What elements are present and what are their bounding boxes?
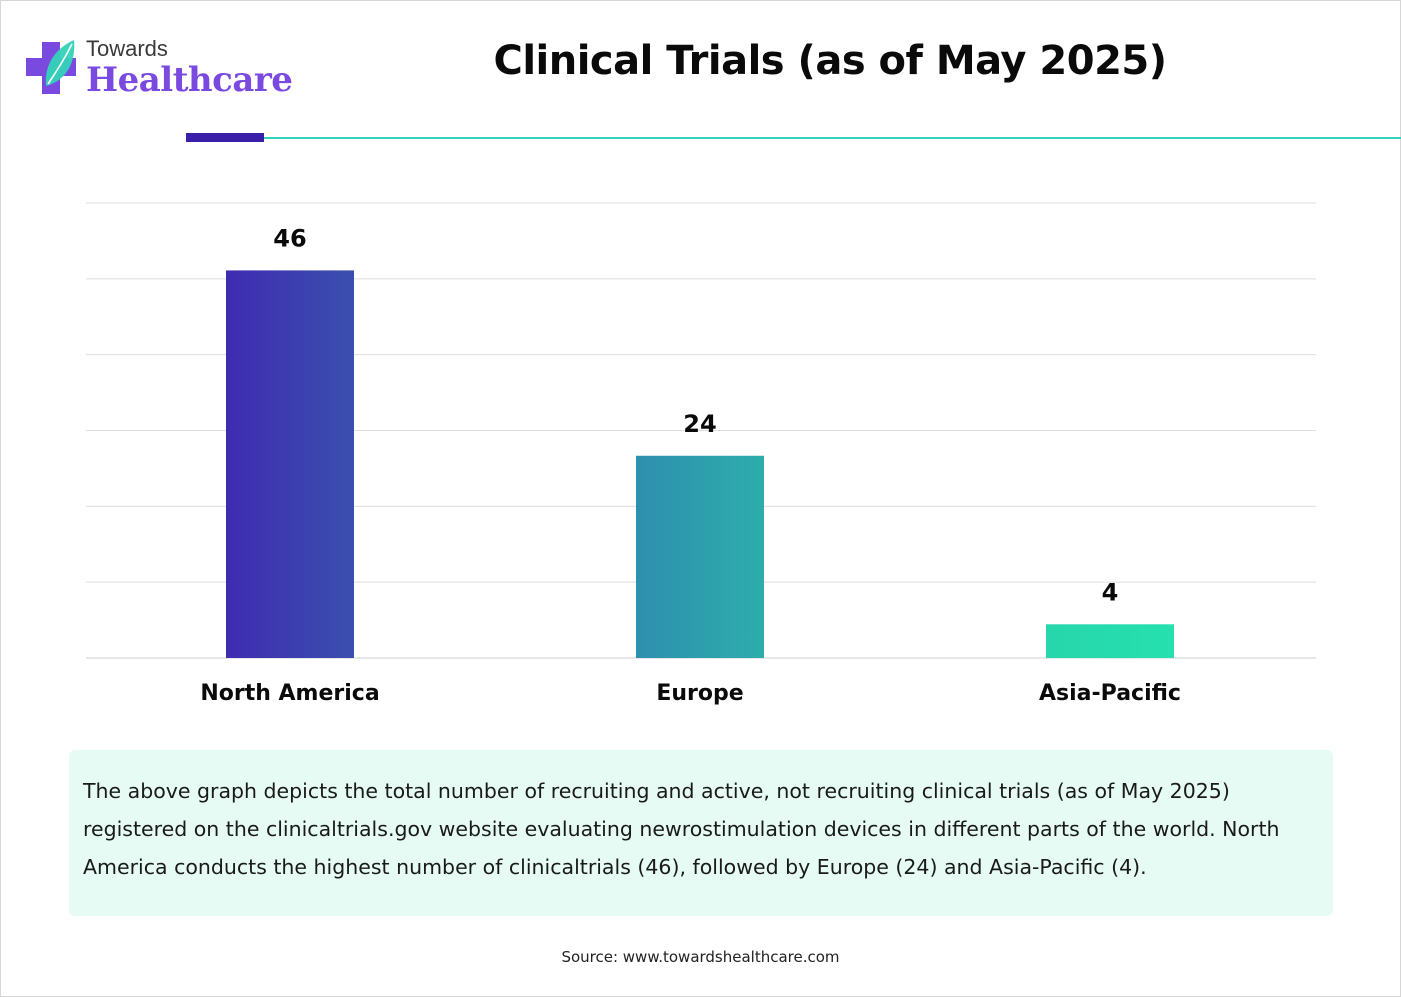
brand-name-line1: Towards: [86, 36, 168, 61]
medical-cross-leaf-icon: [26, 40, 76, 94]
data-label: 46: [273, 224, 306, 252]
bar-north-america: [226, 270, 354, 658]
category-tick-label: North America: [200, 681, 379, 706]
bar-chart: 46 North America 24 Europe 4 Asia-Pacific: [86, 202, 1316, 706]
category-tick-label: Europe: [656, 681, 743, 706]
chart-labels: 46 North America 24 Europe 4 Asia-Pacific: [200, 224, 1181, 706]
source-note: Source: www.towardshealthcare.com: [561, 948, 840, 966]
description-text: The above graph depicts the total number…: [83, 779, 1280, 879]
chart-title: Clinical Trials (as of May 2025): [493, 38, 1167, 84]
title-accent-bar: [186, 133, 264, 142]
category-tick-label: Asia-Pacific: [1039, 681, 1181, 706]
title-divider-line: [264, 137, 1401, 139]
bar-asia-pacific: [1046, 624, 1174, 658]
data-label: 24: [683, 410, 716, 438]
brand-logo: Towards Healthcare: [26, 36, 293, 106]
chart-bars: [226, 270, 1174, 658]
description-panel: The above graph depicts the total number…: [69, 750, 1333, 916]
data-label: 4: [1102, 578, 1119, 606]
brand-name-line2: Healthcare: [86, 60, 293, 100]
bar-europe: [636, 455, 764, 658]
